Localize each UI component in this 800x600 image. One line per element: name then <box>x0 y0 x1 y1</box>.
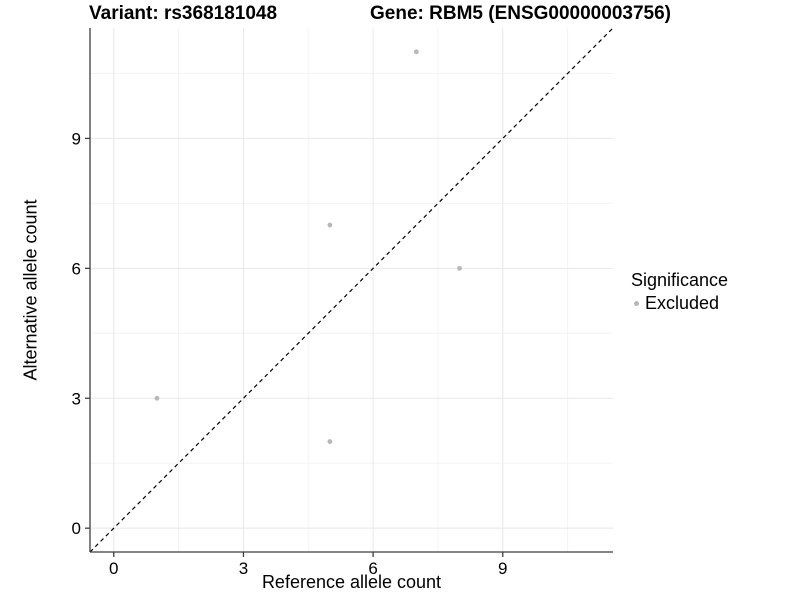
x-tick-label: 0 <box>109 559 118 578</box>
legend-item-excluded: Excluded <box>634 293 728 314</box>
x-axis-title: Reference allele count <box>261 572 442 592</box>
gene-title: Gene: RBM5 (ENSG00000003756) <box>370 3 671 24</box>
x-tick-label: 3 <box>239 559 248 578</box>
variant-title: Variant: rs368181048 <box>89 3 278 24</box>
x-tick-label: 9 <box>498 559 507 578</box>
y-tick-label: 3 <box>72 389 81 408</box>
legend-title: Significance <box>631 270 729 290</box>
y-tick-label: 9 <box>72 129 81 148</box>
data-point <box>457 265 462 271</box>
y-axis-title: Alternative allele count <box>20 199 41 381</box>
data-point <box>413 49 419 55</box>
data-point <box>327 222 333 228</box>
legend: Significance Excluded <box>631 270 728 314</box>
identity-line <box>89 27 614 553</box>
data-point <box>154 395 160 401</box>
y-tick-label: 6 <box>72 259 81 278</box>
x-tick-label: 6 <box>368 559 377 578</box>
legend-item-label: Excluded <box>645 293 720 313</box>
excluded-point-icon <box>634 301 639 306</box>
y-tick-label: 0 <box>72 519 81 538</box>
data-point <box>327 439 333 444</box>
